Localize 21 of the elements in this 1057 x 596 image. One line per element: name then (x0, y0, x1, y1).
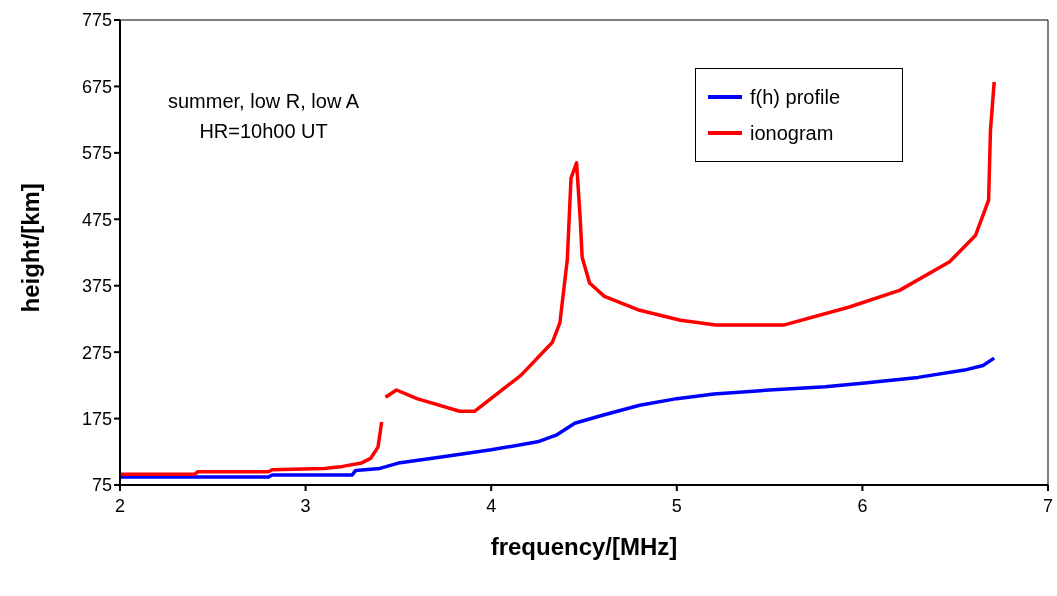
y-tick-label: 175 (81, 408, 112, 429)
x-axis-title: frequency/[MHz] (490, 533, 678, 560)
y-tick-label: 75 (91, 475, 112, 496)
annotation: HR=10h00 UT (198, 119, 329, 144)
y-tick-label: 275 (81, 342, 112, 363)
x-tick-label: 5 (671, 495, 682, 516)
y-tick-label: 675 (81, 76, 112, 97)
x-tick-label: 3 (300, 495, 311, 516)
y-axis-title: height/[km] (16, 183, 44, 313)
x-tick-label: 6 (857, 495, 868, 516)
y-tick-label: 475 (81, 209, 112, 230)
x-tick-label: 4 (486, 495, 497, 516)
x-tick-label: 2 (114, 495, 126, 516)
legend-label: f(h) profile (750, 85, 841, 109)
legend-label: ionogram (750, 121, 834, 145)
annotation: summer, low R, low A (168, 89, 360, 114)
y-tick-label: 375 (81, 276, 112, 297)
line-series (120, 356, 996, 479)
y-tick-label: 775 (81, 10, 112, 31)
x-tick-label: 7 (1042, 495, 1054, 516)
y-tick-label: 575 (81, 143, 112, 164)
